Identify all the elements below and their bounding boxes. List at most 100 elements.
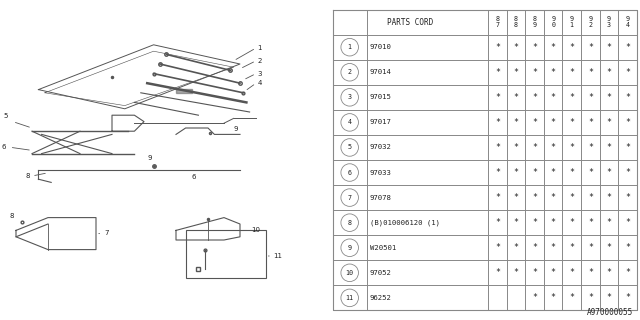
Text: *: * — [625, 293, 630, 302]
Text: *: * — [607, 143, 611, 152]
Text: *: * — [570, 243, 574, 252]
Text: *: * — [514, 143, 518, 152]
Text: 11: 11 — [346, 295, 354, 301]
Text: *: * — [551, 268, 556, 277]
Text: 3: 3 — [258, 71, 262, 76]
Text: *: * — [532, 243, 537, 252]
Text: *: * — [495, 268, 500, 277]
Text: *: * — [588, 218, 593, 227]
Text: *: * — [514, 168, 518, 177]
Text: 9
4: 9 4 — [625, 16, 630, 28]
Text: 97032: 97032 — [370, 144, 392, 150]
Text: *: * — [514, 43, 518, 52]
Bar — [186, 230, 266, 278]
Text: 9: 9 — [147, 155, 152, 161]
Text: *: * — [588, 43, 593, 52]
Text: 97014: 97014 — [370, 69, 392, 75]
Text: *: * — [532, 43, 537, 52]
Text: *: * — [625, 43, 630, 52]
Text: *: * — [607, 93, 611, 102]
Text: *: * — [514, 118, 518, 127]
Text: *: * — [625, 193, 630, 202]
Text: *: * — [570, 268, 574, 277]
Text: 10: 10 — [251, 227, 260, 233]
Text: *: * — [495, 118, 500, 127]
Text: *: * — [570, 168, 574, 177]
Text: *: * — [625, 68, 630, 77]
Text: 1: 1 — [348, 44, 352, 50]
Text: 8
9: 8 9 — [532, 16, 537, 28]
Text: 9: 9 — [234, 126, 238, 132]
Text: *: * — [551, 293, 556, 302]
Text: *: * — [588, 68, 593, 77]
Text: 9
3: 9 3 — [607, 16, 611, 28]
Text: *: * — [570, 118, 574, 127]
Text: *: * — [532, 93, 537, 102]
Text: *: * — [570, 143, 574, 152]
Text: 4: 4 — [258, 80, 262, 86]
Text: 7: 7 — [348, 195, 352, 201]
Text: 97017: 97017 — [370, 119, 392, 125]
Text: 11: 11 — [274, 252, 283, 259]
Text: *: * — [551, 193, 556, 202]
Text: *: * — [532, 168, 537, 177]
Text: *: * — [551, 143, 556, 152]
Text: *: * — [570, 43, 574, 52]
Text: *: * — [495, 93, 500, 102]
Text: *: * — [588, 293, 593, 302]
Text: *: * — [570, 93, 574, 102]
Text: *: * — [495, 243, 500, 252]
Text: W20501: W20501 — [370, 245, 396, 251]
Text: *: * — [532, 143, 537, 152]
Text: *: * — [588, 193, 593, 202]
Text: 97033: 97033 — [370, 170, 392, 176]
Text: 97010: 97010 — [370, 44, 392, 50]
Text: *: * — [588, 93, 593, 102]
Text: *: * — [607, 168, 611, 177]
Text: 7: 7 — [104, 230, 109, 236]
Text: *: * — [551, 218, 556, 227]
Text: *: * — [607, 43, 611, 52]
Text: 9
0: 9 0 — [551, 16, 556, 28]
Text: *: * — [588, 143, 593, 152]
Text: *: * — [607, 118, 611, 127]
Polygon shape — [176, 89, 192, 93]
Text: *: * — [514, 268, 518, 277]
Text: *: * — [607, 68, 611, 77]
Text: 9
2: 9 2 — [588, 16, 593, 28]
Text: 97015: 97015 — [370, 94, 392, 100]
Text: *: * — [495, 168, 500, 177]
Text: *: * — [514, 218, 518, 227]
Text: *: * — [625, 143, 630, 152]
Text: 5: 5 — [3, 113, 8, 119]
Text: 1: 1 — [258, 45, 262, 51]
Text: *: * — [532, 118, 537, 127]
Text: 8
7: 8 7 — [495, 16, 500, 28]
Text: 9: 9 — [348, 245, 352, 251]
Text: *: * — [551, 168, 556, 177]
Text: *: * — [514, 193, 518, 202]
Text: 8: 8 — [26, 172, 30, 179]
Text: *: * — [625, 218, 630, 227]
Text: *: * — [607, 218, 611, 227]
Text: 6: 6 — [2, 144, 6, 150]
Text: *: * — [514, 68, 518, 77]
Text: *: * — [532, 218, 537, 227]
Text: *: * — [625, 118, 630, 127]
Text: *: * — [532, 68, 537, 77]
Text: *: * — [625, 93, 630, 102]
Text: *: * — [607, 268, 611, 277]
Text: *: * — [532, 193, 537, 202]
Text: 3: 3 — [348, 94, 352, 100]
Text: *: * — [570, 218, 574, 227]
Text: *: * — [495, 68, 500, 77]
Text: *: * — [625, 168, 630, 177]
Text: 9
1: 9 1 — [570, 16, 574, 28]
Text: 8
8: 8 8 — [514, 16, 518, 28]
Text: 6: 6 — [348, 170, 352, 176]
Text: *: * — [607, 193, 611, 202]
Text: *: * — [588, 268, 593, 277]
Text: *: * — [495, 193, 500, 202]
Text: 8: 8 — [10, 212, 14, 219]
Text: *: * — [532, 293, 537, 302]
